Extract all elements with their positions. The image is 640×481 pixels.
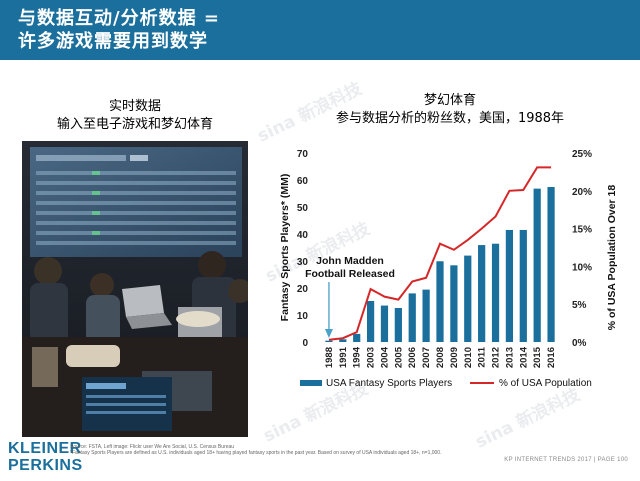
y-right-tick-label: 15%: [572, 225, 592, 236]
legend-swatch-players: [300, 380, 322, 386]
annotation-label: John Madden: [316, 255, 384, 267]
y-right-tick-label: 20%: [572, 187, 592, 198]
x-tick-label: 2013: [504, 347, 515, 368]
y-tick-label: 60: [297, 176, 309, 187]
bar-2003: [366, 300, 375, 342]
legend-label-population: % of USA Population: [499, 378, 592, 389]
x-tick-label: 2010: [463, 347, 474, 368]
x-tick-label: 2007: [421, 347, 432, 368]
bar-2008: [436, 261, 444, 342]
y-tick-label: 30: [297, 257, 309, 268]
bar-2011: [478, 245, 486, 342]
y-right-tick-label: 0%: [572, 338, 587, 349]
x-tick-label: 2011: [477, 346, 488, 367]
y-tick-label: 10: [297, 311, 309, 322]
x-tick-label: 2014: [518, 346, 529, 368]
x-tick-label: 2009: [449, 347, 460, 368]
x-tick-label: 2004: [379, 346, 390, 368]
bar-2016: [547, 187, 555, 342]
y-right-tick-label: 10%: [572, 262, 592, 273]
annotation-label: Football Released: [305, 268, 395, 280]
bar-2013: [505, 229, 514, 342]
bar-2010: [464, 255, 472, 342]
bar-2009: [450, 265, 458, 342]
page-title: 与数据互动/分析数据 = 许多游戏需要用到数学: [18, 8, 220, 52]
header-bar: 与数据互动/分析数据 = 许多游戏需要用到数学: [0, 0, 640, 60]
y-tick-label: 70: [297, 149, 309, 160]
y-tick-label: 0: [302, 338, 308, 349]
x-tick-label: 2015: [532, 346, 543, 368]
bar-2006: [408, 293, 416, 342]
legend-label-players: USA Fantasy Sports Players: [326, 378, 452, 389]
x-tick-label: 2005: [393, 346, 404, 368]
y-right-axis-title: % of USA Population Over 18: [606, 185, 618, 331]
y-axis-title: Fantasy Sports Players* (MM): [279, 174, 291, 322]
x-tick-label: 2006: [407, 347, 418, 368]
fantasy-sports-chart: 0 10 20 30 40 50 60 70 0% 5% 10% 15% 20% 25% 1988 1991 1…: [279, 149, 618, 389]
x-tick-label: 2016: [546, 347, 557, 368]
x-tick-label: 1991: [338, 346, 349, 368]
x-tick-label: 2008: [435, 347, 446, 368]
x-tick-label: 1988: [324, 347, 335, 368]
bar-2014: [519, 229, 527, 342]
x-tick-label: 2003: [366, 347, 377, 368]
bar-1994: [353, 333, 361, 342]
photo-caption: 实时数据 输入至电子游戏和梦幻体育: [56, 99, 213, 132]
y-tick-label: 20: [297, 284, 309, 295]
chart-title: 梦幻体育 参与数据分析的粉丝数，美国，1988年: [335, 93, 565, 126]
kleiner-perkins-logo: KLEINER PERKINS: [8, 440, 83, 474]
y-right-tick-label: 5%: [572, 300, 587, 311]
bar-1991: [339, 339, 347, 342]
bar-1988: [325, 340, 333, 342]
annotation-arrow-head: [324, 329, 333, 338]
y-right-tick-label: 25%: [572, 149, 592, 160]
bar-2015: [533, 188, 541, 342]
bar-2012: [491, 243, 500, 342]
page-footer: KP INTERNET TRENDS 2017 | PAGE 100: [504, 457, 628, 463]
bar-2004: [380, 305, 389, 342]
y-tick-label: 50: [297, 203, 309, 214]
bar-2007: [422, 289, 430, 342]
photo-gaming-audience: [22, 141, 248, 437]
bar-2005: [394, 307, 402, 342]
x-tick-label: 1994: [352, 346, 363, 368]
population-line: [328, 166, 552, 341]
x-tick-label: 2012: [491, 347, 502, 368]
y-tick-label: 40: [297, 230, 309, 241]
source-footnote: Source: FSTA, Left image: Flickr user We…: [70, 444, 442, 457]
